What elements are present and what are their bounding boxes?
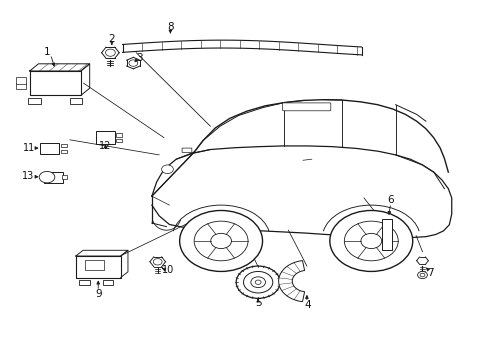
Circle shape bbox=[105, 49, 115, 56]
Circle shape bbox=[417, 271, 427, 279]
Circle shape bbox=[360, 233, 381, 249]
Bar bbox=[96, 131, 115, 144]
Polygon shape bbox=[278, 261, 304, 302]
Bar bbox=[61, 149, 67, 153]
FancyBboxPatch shape bbox=[282, 103, 330, 111]
Bar bbox=[16, 77, 26, 84]
Text: 11: 11 bbox=[23, 143, 35, 153]
Bar bbox=[30, 71, 81, 95]
Bar bbox=[40, 143, 59, 154]
Circle shape bbox=[39, 171, 55, 183]
Bar bbox=[381, 219, 391, 250]
Circle shape bbox=[250, 277, 265, 288]
Bar bbox=[28, 98, 41, 104]
Text: 8: 8 bbox=[167, 22, 173, 32]
Bar bbox=[102, 280, 113, 285]
Circle shape bbox=[419, 273, 424, 277]
Circle shape bbox=[255, 280, 261, 284]
Text: 7: 7 bbox=[427, 267, 433, 278]
Text: 12: 12 bbox=[99, 141, 111, 151]
Circle shape bbox=[194, 221, 247, 261]
Text: 4: 4 bbox=[304, 300, 310, 310]
Circle shape bbox=[236, 266, 280, 298]
Bar bbox=[76, 256, 121, 278]
Text: 3: 3 bbox=[136, 53, 142, 63]
FancyBboxPatch shape bbox=[182, 148, 191, 152]
Text: 10: 10 bbox=[162, 265, 174, 275]
Circle shape bbox=[153, 258, 162, 265]
Circle shape bbox=[210, 233, 231, 249]
Circle shape bbox=[129, 60, 138, 66]
Bar bbox=[44, 172, 62, 183]
Text: 5: 5 bbox=[254, 298, 261, 308]
Bar bbox=[116, 133, 122, 136]
Bar bbox=[16, 83, 26, 89]
Text: 9: 9 bbox=[95, 289, 102, 299]
Circle shape bbox=[329, 211, 412, 271]
Circle shape bbox=[179, 211, 262, 271]
Bar bbox=[116, 139, 122, 142]
Text: 1: 1 bbox=[43, 47, 50, 57]
Bar bbox=[61, 144, 67, 147]
Text: 13: 13 bbox=[22, 171, 35, 181]
Bar bbox=[70, 98, 82, 104]
Text: 6: 6 bbox=[386, 195, 393, 206]
Circle shape bbox=[161, 165, 173, 174]
Bar bbox=[61, 175, 66, 179]
Bar bbox=[79, 280, 90, 285]
Bar bbox=[85, 260, 103, 270]
Circle shape bbox=[344, 221, 397, 261]
Circle shape bbox=[243, 271, 272, 293]
Text: 2: 2 bbox=[108, 34, 115, 44]
